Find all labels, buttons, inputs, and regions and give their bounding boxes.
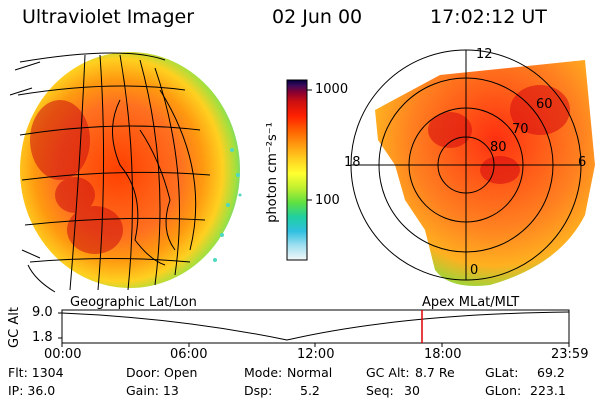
timeline-left-title: Geographic Lat/Lon: [70, 295, 197, 310]
y-tick-9: 9.0: [32, 305, 53, 320]
dsp-value: 5.2: [300, 383, 320, 398]
door-status: Door: Open: [126, 365, 198, 380]
colorbar: [286, 79, 312, 261]
y-tick-1-8: 1.8: [32, 330, 53, 345]
x-tick-1800: 18:00: [424, 347, 462, 362]
x-tick-2359: 23:59: [551, 347, 589, 362]
gc-alt-value: 8.7 Re: [415, 365, 455, 380]
geographic-image: [9, 52, 242, 293]
gc-alt-label: GC Alt:: [366, 365, 410, 380]
x-tick-1200: 12:00: [297, 347, 335, 362]
dsp-label: Dsp:: [244, 383, 273, 398]
colorbar-unit-label: photon cm⁻²s⁻¹: [264, 122, 280, 223]
instrument-title: Ultraviolet Imager: [22, 6, 195, 28]
mode-value: Normal: [287, 365, 333, 380]
glon-label: GLon:: [485, 383, 522, 398]
glat-value: 69.2: [537, 365, 565, 380]
polar-plot: [350, 49, 595, 286]
gain-value: Gain: 13: [126, 383, 179, 398]
mlt-label-0: 0: [470, 263, 479, 278]
mlt-label-18: 18: [344, 155, 361, 170]
mlt-label-12: 12: [476, 47, 493, 62]
seq-label: Seq:: [366, 383, 394, 398]
lat-label-60: 60: [536, 97, 553, 112]
x-tick-0000: 00:00: [44, 347, 82, 362]
lat-label-70: 70: [512, 122, 529, 137]
colorbar-tick-100: 100: [315, 193, 340, 208]
timeline-axis-label: GC Alt: [6, 307, 22, 348]
glon-value: 223.1: [530, 383, 566, 398]
ip-value: IP: 36.0: [8, 383, 56, 398]
flight-number: Flt: 1304: [8, 365, 64, 380]
timeline-right-title: Apex MLat/MLT: [422, 295, 520, 310]
mlt-label-6: 6: [578, 155, 587, 170]
seq-value: 30: [404, 383, 420, 398]
colorbar-tick-1000: 1000: [315, 82, 349, 97]
timeline-plot: [58, 309, 570, 347]
time-label: 17:02:12 UT: [430, 6, 547, 28]
date-label: 02 Jun 00: [272, 6, 363, 28]
mode-label: Mode:: [244, 365, 283, 380]
x-tick-0600: 06:00: [170, 347, 208, 362]
lat-label-80: 80: [490, 140, 507, 155]
glat-label: GLat:: [485, 365, 519, 380]
